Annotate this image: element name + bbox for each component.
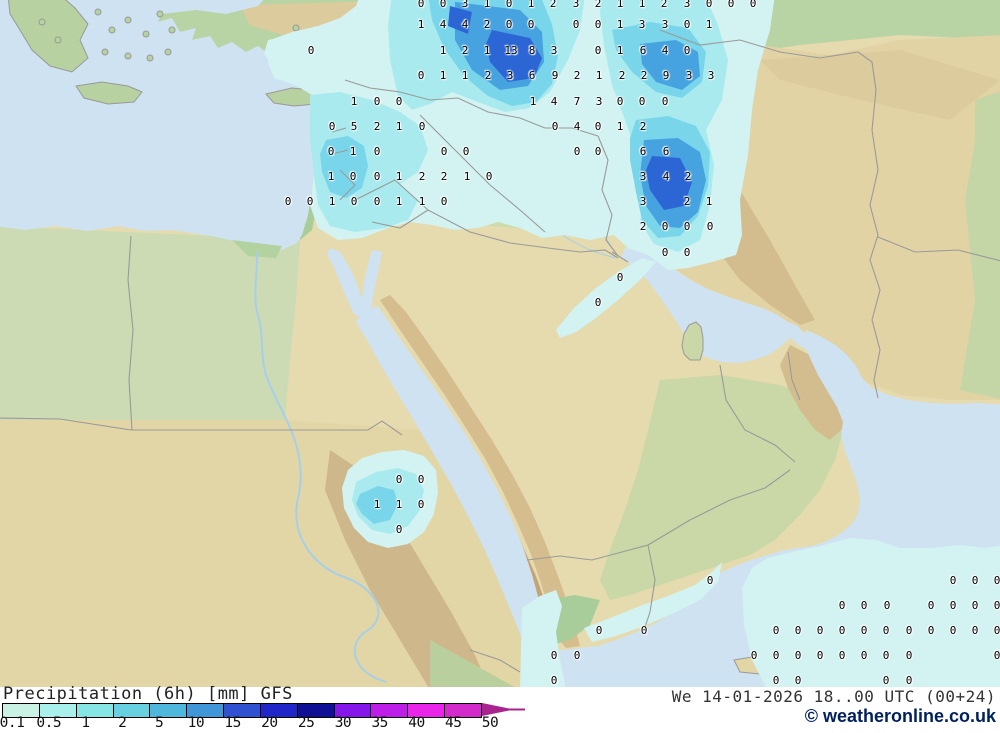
sea-top-sliver	[124, 0, 264, 14]
legend-tick-label: 2	[118, 715, 127, 731]
border-uae-oman	[719, 351, 801, 463]
border-saudi-iraq-kuwait	[427, 209, 629, 263]
legend-color-segment	[39, 704, 77, 717]
map-canvas	[0, 0, 1000, 690]
legend-tick-label: 10	[187, 715, 205, 731]
legend-color-segment	[187, 704, 225, 717]
legend-color-segment	[3, 704, 40, 717]
legend-tick-label: 1	[81, 715, 90, 731]
terrain-alborz	[760, 50, 1000, 120]
sea-red-sea	[356, 306, 549, 664]
terrain-oman-interior	[600, 375, 843, 600]
border-levant-internal	[331, 127, 356, 201]
precip-l3-red-sea	[356, 486, 398, 524]
country-borders	[0, 29, 1000, 673]
precip-area-yemen-coast	[584, 562, 722, 642]
legend-arrow-icon	[482, 703, 525, 716]
map-area: 0 0 3 1 0 1 2 3 2 1 1 2 3 0 0 0 1 4 4 2 0 0 0 0 1 3 3 0 1 0 1 2 1 13 8 3 0 1 6…	[0, 0, 1000, 690]
terrain-hajar	[780, 345, 846, 440]
terrain-east-edge	[960, 91, 1000, 399]
precip-area-cyprus	[264, 34, 334, 76]
terrain-horn	[430, 640, 520, 690]
legend-tick-label: 5	[154, 715, 164, 731]
island-greece	[8, 0, 89, 73]
legend-color-segment	[408, 704, 446, 717]
border-iran-east	[869, 89, 1000, 399]
precip-l5-a	[486, 30, 542, 82]
legend-ticks: 0.1 0.5 1 2 5 10 15 20 25 30 35 40 45 50	[0, 715, 520, 733]
sea-mediterranean	[0, 0, 348, 254]
legend-color-segment	[445, 704, 481, 717]
legend-color-segment	[113, 704, 151, 717]
terrain-egypt	[0, 226, 300, 420]
precip-area-arabian-sea	[742, 538, 1000, 690]
precip-l3-levant	[320, 136, 368, 198]
border-iran-north	[659, 29, 877, 91]
copyright-link[interactable]: © weatheronline.co.uk	[804, 706, 996, 726]
legend-tick-label: 35	[371, 715, 388, 731]
precip-area-gulf-nw	[556, 258, 656, 338]
island-crete	[75, 81, 143, 105]
precip-l4-b	[640, 40, 700, 90]
legend-color-segment	[371, 704, 409, 717]
forecast-datetime: We 14-01-2026 18..00 UTC (00+24)	[671, 687, 996, 706]
sea-gulf-of-suez	[327, 248, 366, 318]
legend-color-segment	[150, 704, 188, 717]
legend-title: Precipitation (6h) [mm] GFS	[3, 684, 293, 704]
legend-color-segment	[260, 704, 298, 717]
nile-delta	[232, 240, 282, 258]
legend-tick-label: 0.5	[36, 715, 62, 731]
border-syria-iraq	[419, 114, 546, 233]
precip-l5-b	[646, 156, 692, 210]
legend-tick-label: 15	[224, 715, 241, 731]
legend-tick-label: 45	[444, 715, 462, 731]
border-turkey-syria	[344, 79, 599, 137]
legend: Precipitation (6h) [mm] GFS 0.1 0.5 1 2 5 10 1…	[0, 684, 1000, 733]
river-nile	[254, 251, 387, 683]
aegean-islands	[38, 8, 310, 62]
peninsula-qatar	[681, 321, 704, 361]
sea-gulf-of-aqaba	[362, 250, 382, 316]
precip-overlay	[264, 0, 1000, 690]
legend-color-segment	[297, 704, 335, 717]
border-libya-egypt	[127, 235, 134, 431]
precip-l2-levant	[310, 92, 428, 232]
legend-tick-label: 50	[481, 715, 499, 731]
precip-l5-c	[448, 6, 472, 34]
precip-area-aden-west	[520, 590, 566, 690]
legend-color-segment	[334, 704, 372, 717]
sea-persian-gulf	[620, 245, 812, 363]
border-horn	[469, 649, 521, 673]
border-iraq-iran	[597, 135, 619, 257]
legend-tick-label: 30	[334, 715, 352, 731]
legend-color-segment	[224, 704, 261, 717]
legend-color-segment	[76, 704, 114, 717]
legend-tick-label: 25	[297, 715, 315, 731]
border-egypt-sudan	[0, 417, 403, 436]
legend-tick-label: 0.1	[0, 715, 25, 731]
legend-colorbar	[2, 703, 482, 718]
legend-tick-label: 20	[261, 715, 278, 731]
border-yemen-oman-saudi	[526, 469, 791, 631]
legend-tick-label: 40	[408, 715, 425, 731]
